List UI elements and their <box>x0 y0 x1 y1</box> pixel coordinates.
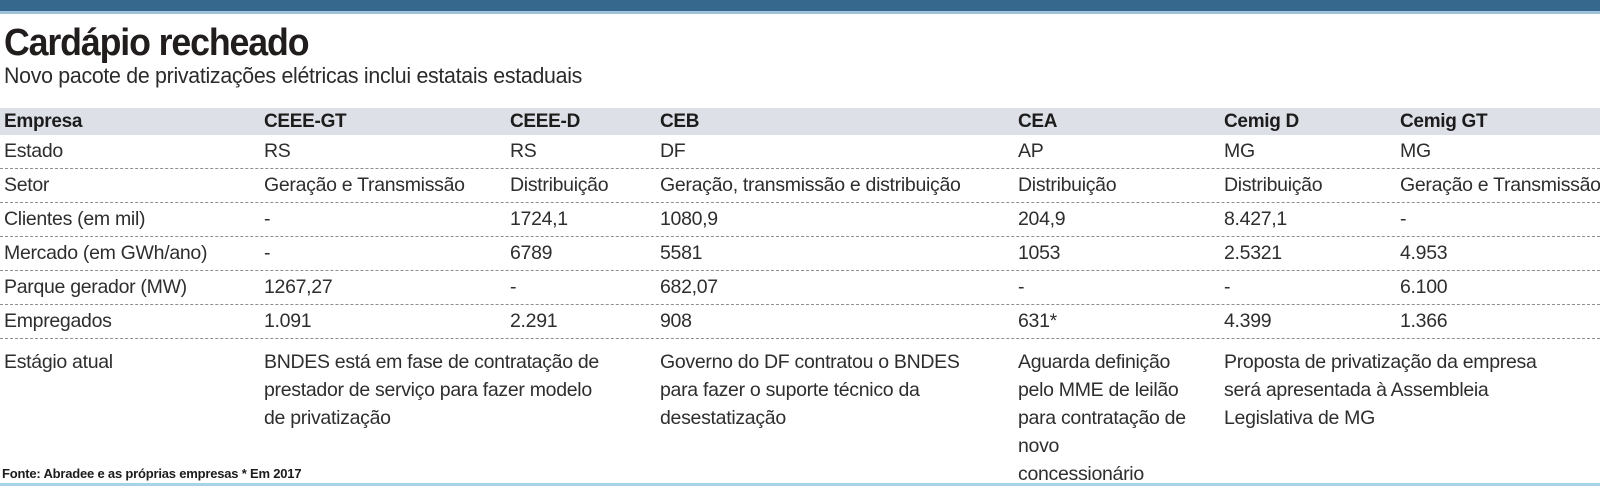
row-label: Parque gerador (MW) <box>4 276 187 298</box>
row-label: Setor <box>4 174 50 196</box>
column-header-ceb: CEB <box>660 111 700 132</box>
cell: DF <box>660 140 686 162</box>
cell: MG <box>1224 140 1255 162</box>
row-label: Estado <box>4 140 63 162</box>
top-accent-strip <box>0 11 1600 14</box>
cell: 4.953 <box>1400 242 1448 264</box>
bottom-accent-line <box>0 483 1600 486</box>
stage-cell-ceb: Governo do DF contratou o BNDES para faz… <box>660 351 960 429</box>
cell: 8.427,1 <box>1224 208 1287 230</box>
cell: - <box>264 208 271 230</box>
table-row-clientes: Clientes (em mil) - 1724,1 1080,9 204,9 … <box>0 203 1600 237</box>
source-note: Fonte: Abradee e as próprias empresas * … <box>2 466 302 481</box>
cell: 631* <box>1018 310 1057 332</box>
cell: 1724,1 <box>510 208 568 230</box>
cell: Distribuição <box>1018 174 1117 196</box>
cell: 1080,9 <box>660 208 718 230</box>
cell: 2.5321 <box>1224 242 1282 264</box>
cell: - <box>1224 276 1231 298</box>
cell: 1.366 <box>1400 310 1448 332</box>
cell: Distribuição <box>510 174 609 196</box>
cell: - <box>510 276 517 298</box>
column-header-ceee-gt: CEEE-GT <box>264 111 347 132</box>
column-header-cea: CEA <box>1018 111 1058 132</box>
column-header-ceee-d: CEEE-D <box>510 111 580 132</box>
cell: Geração e Transmissão <box>1400 174 1600 196</box>
table-header-row: Empresa CEEE-GT CEEE-D CEB CEA Cemig D C… <box>0 108 1600 135</box>
row-label: Clientes (em mil) <box>4 208 146 230</box>
table-row-estado: Estado RS RS DF AP MG MG <box>0 135 1600 169</box>
cell: 4.399 <box>1224 310 1272 332</box>
cell: - <box>264 242 271 264</box>
cell: RS <box>510 140 537 162</box>
page-title: Cardápio recheado <box>4 22 310 64</box>
cell: MG <box>1400 140 1431 162</box>
table-row-setor: Setor Geração e Transmissão Distribuição… <box>0 169 1600 203</box>
column-header-empresa: Empresa <box>4 111 83 132</box>
cell: Geração, transmissão e distribuição <box>660 174 961 196</box>
cell: 2.291 <box>510 310 558 332</box>
companies-table: Empresa CEEE-GT CEEE-D CEB CEA Cemig D C… <box>0 108 1600 488</box>
cell: Distribuição <box>1224 174 1323 196</box>
column-header-cemig-d: Cemig D <box>1224 111 1299 132</box>
column-header-cemig-gt: Cemig GT <box>1400 111 1488 132</box>
row-label: Mercado (em GWh/ano) <box>4 242 208 264</box>
stage-cell-cea: Aguarda definição pelo MME de leilão par… <box>1018 351 1186 485</box>
cell: Geração e Transmissão <box>264 174 465 196</box>
cell: 1053 <box>1018 242 1061 264</box>
row-label: Empregados <box>4 310 112 332</box>
cell: 204,9 <box>1018 208 1066 230</box>
cell: 1.091 <box>264 310 312 332</box>
cell: 6789 <box>510 242 553 264</box>
page-subtitle: Novo pacote de privatizações elétricas i… <box>4 63 583 88</box>
cell: - <box>1400 208 1407 230</box>
cell: 5581 <box>660 242 703 264</box>
top-accent-bar <box>0 0 1600 11</box>
cell: 908 <box>660 310 692 332</box>
stage-cell-ceee: BNDES está em fase de contratação de pre… <box>264 351 599 429</box>
row-label: Estágio atual <box>4 351 113 373</box>
cell: 6.100 <box>1400 276 1448 298</box>
stage-cell-cemig: Proposta de privatização da empresa será… <box>1224 351 1537 429</box>
table-row-mercado: Mercado (em GWh/ano) - 6789 5581 1053 2.… <box>0 237 1600 271</box>
cell: RS <box>264 140 291 162</box>
table-row-empregados: Empregados 1.091 2.291 908 631* 4.399 1.… <box>0 305 1600 339</box>
table-row-estagio-atual: Estágio atual BNDES está em fase de cont… <box>0 339 1600 488</box>
cell: - <box>1018 276 1025 298</box>
cell: 682,07 <box>660 276 718 298</box>
cell: 1267,27 <box>264 276 333 298</box>
cell: AP <box>1018 140 1044 162</box>
table-row-parque-gerador: Parque gerador (MW) 1267,27 - 682,07 - -… <box>0 271 1600 305</box>
